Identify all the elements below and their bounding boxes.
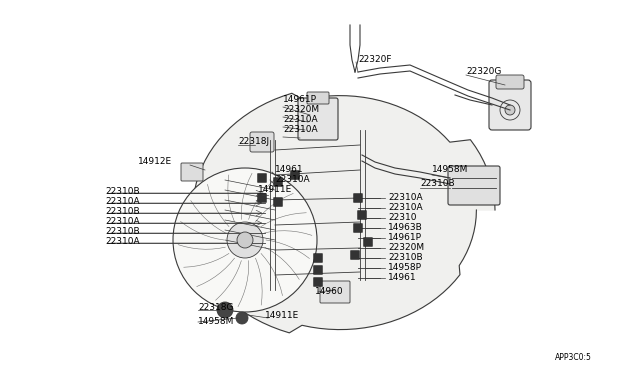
Text: 22310B: 22310B: [105, 228, 140, 237]
FancyBboxPatch shape: [181, 163, 203, 181]
Text: 22310B: 22310B: [388, 253, 422, 263]
Text: 22310: 22310: [388, 214, 417, 222]
Text: 22310A: 22310A: [105, 198, 140, 206]
Text: 22310A: 22310A: [105, 237, 140, 247]
FancyBboxPatch shape: [314, 278, 323, 286]
Text: 22320M: 22320M: [388, 244, 424, 253]
Text: 14961P: 14961P: [388, 234, 422, 243]
FancyBboxPatch shape: [273, 198, 282, 206]
Text: 22310A: 22310A: [105, 218, 140, 227]
Circle shape: [237, 232, 253, 248]
FancyBboxPatch shape: [257, 173, 266, 183]
Text: 22320M: 22320M: [283, 106, 319, 115]
FancyBboxPatch shape: [314, 266, 323, 275]
FancyBboxPatch shape: [250, 132, 274, 152]
Text: 22310A: 22310A: [283, 115, 317, 125]
FancyBboxPatch shape: [496, 75, 524, 89]
FancyBboxPatch shape: [314, 253, 323, 263]
Text: 22320F: 22320F: [358, 55, 392, 64]
Text: 22310A: 22310A: [283, 125, 317, 135]
FancyBboxPatch shape: [358, 211, 367, 219]
FancyBboxPatch shape: [307, 92, 329, 104]
FancyBboxPatch shape: [353, 224, 362, 232]
Text: 22310A: 22310A: [388, 203, 422, 212]
Text: 14961P: 14961P: [283, 96, 317, 105]
Text: 14961: 14961: [275, 166, 303, 174]
Circle shape: [236, 312, 248, 324]
Polygon shape: [185, 93, 495, 333]
Circle shape: [505, 105, 515, 115]
FancyBboxPatch shape: [448, 166, 500, 205]
Text: 14912E: 14912E: [138, 157, 172, 167]
Text: 14958M: 14958M: [432, 166, 468, 174]
FancyBboxPatch shape: [353, 193, 362, 202]
FancyBboxPatch shape: [291, 170, 300, 180]
Text: 22310A: 22310A: [275, 176, 310, 185]
FancyBboxPatch shape: [489, 80, 531, 130]
Text: 22310B: 22310B: [105, 208, 140, 217]
Circle shape: [227, 222, 263, 258]
Text: 22320G: 22320G: [466, 67, 501, 77]
FancyBboxPatch shape: [351, 250, 360, 260]
FancyBboxPatch shape: [320, 281, 350, 303]
FancyBboxPatch shape: [298, 98, 338, 140]
Text: 14958M: 14958M: [198, 317, 234, 327]
Text: 22310A: 22310A: [388, 193, 422, 202]
Text: 22318J: 22318J: [238, 138, 269, 147]
Text: 22310B: 22310B: [420, 179, 454, 187]
Circle shape: [217, 302, 233, 318]
Text: 14963B: 14963B: [388, 224, 423, 232]
Text: 22318G: 22318G: [198, 304, 234, 312]
FancyBboxPatch shape: [257, 193, 266, 202]
Text: APP3C0:5: APP3C0:5: [555, 353, 592, 362]
FancyBboxPatch shape: [273, 177, 282, 186]
Text: 22310B: 22310B: [105, 187, 140, 196]
Circle shape: [173, 168, 317, 312]
Text: 14960: 14960: [315, 286, 344, 295]
Text: 14958P: 14958P: [388, 263, 422, 273]
Text: 14911E: 14911E: [265, 311, 300, 321]
Text: 14961: 14961: [388, 273, 417, 282]
FancyBboxPatch shape: [364, 237, 372, 247]
Text: 14911E: 14911E: [258, 186, 292, 195]
